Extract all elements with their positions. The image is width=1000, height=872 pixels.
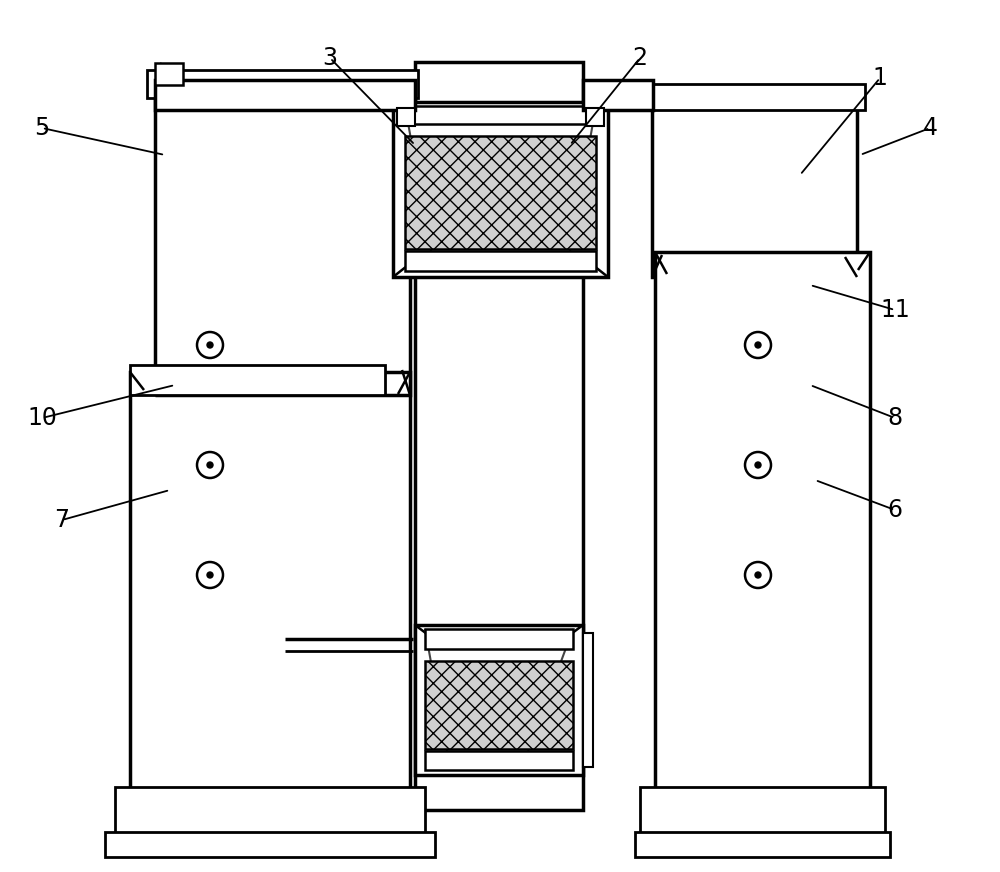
Text: 1: 1 <box>873 66 887 90</box>
Circle shape <box>755 572 761 578</box>
Bar <box>652 107 857 277</box>
Bar <box>405 251 596 271</box>
Bar <box>147 70 418 98</box>
Circle shape <box>207 462 213 468</box>
Bar <box>583 80 653 110</box>
Bar <box>105 832 435 857</box>
Circle shape <box>755 342 761 348</box>
Bar <box>583 633 593 767</box>
Circle shape <box>755 462 761 468</box>
Text: 11: 11 <box>880 298 910 322</box>
Bar <box>130 372 410 792</box>
Text: 3: 3 <box>322 46 338 70</box>
Bar <box>115 787 425 837</box>
Bar <box>425 629 573 649</box>
Bar <box>425 751 573 770</box>
Bar <box>155 95 410 395</box>
Bar <box>635 832 890 857</box>
Bar <box>405 136 596 249</box>
Bar <box>655 252 870 792</box>
Text: 6: 6 <box>888 498 902 522</box>
Circle shape <box>207 572 213 578</box>
Bar <box>393 102 608 277</box>
Text: 7: 7 <box>54 508 70 532</box>
Bar <box>130 365 385 395</box>
Bar <box>155 63 183 85</box>
Bar <box>640 787 885 837</box>
Text: 2: 2 <box>633 46 648 70</box>
Bar <box>586 108 604 126</box>
Bar <box>397 108 415 126</box>
Text: 4: 4 <box>922 116 938 140</box>
Bar <box>425 661 573 749</box>
Bar <box>415 625 583 775</box>
Bar <box>415 62 583 810</box>
Text: 10: 10 <box>27 406 57 430</box>
Bar <box>405 106 596 124</box>
Bar <box>155 80 415 110</box>
Text: 8: 8 <box>887 406 903 430</box>
Bar <box>644 84 865 110</box>
Circle shape <box>207 342 213 348</box>
Text: 5: 5 <box>34 116 50 140</box>
